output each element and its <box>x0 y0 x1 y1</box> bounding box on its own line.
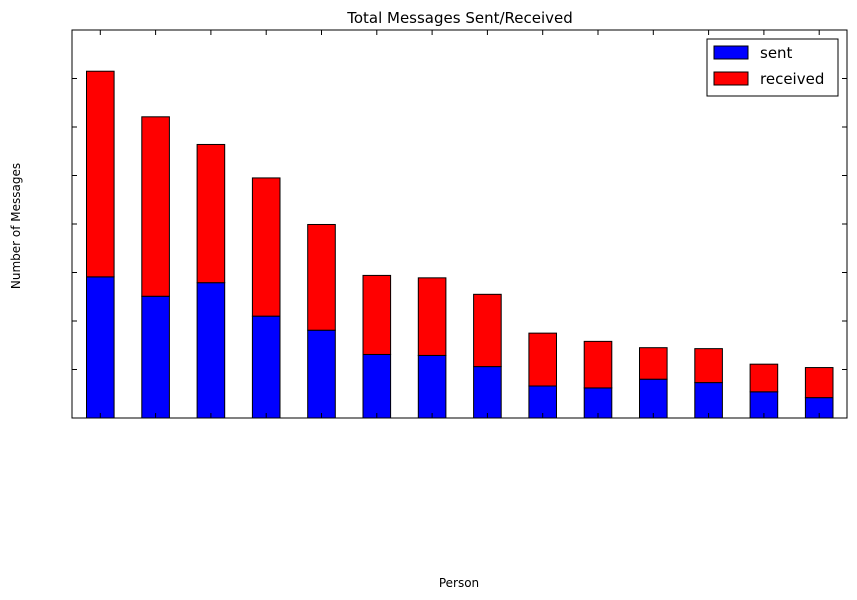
bar-received-13 <box>804 367 834 399</box>
bar-sent-2 <box>196 282 226 419</box>
plot-frame <box>71 29 848 419</box>
bar-received-3 <box>251 177 281 317</box>
bar-sent-1 <box>141 295 170 419</box>
legend: sent received <box>706 38 839 97</box>
bar-sent-11 <box>694 382 723 419</box>
bar-sent-9 <box>583 387 613 419</box>
bar-received-5 <box>362 274 392 355</box>
bar-sent-3 <box>251 315 281 419</box>
bar-received-1 <box>141 116 170 297</box>
bar-sent-6 <box>417 354 447 419</box>
bars-layer <box>86 70 834 419</box>
bar-sent-0 <box>86 276 115 419</box>
bar-sent-4 <box>307 329 336 419</box>
bar-sent-8 <box>528 385 558 419</box>
legend-label-sent: sent <box>760 44 793 62</box>
bar-sent-10 <box>639 378 668 419</box>
legend-swatch-received <box>713 71 749 86</box>
legend-swatch-sent <box>713 45 749 60</box>
bar-received-12 <box>749 363 779 393</box>
x-axis-label: Person <box>439 576 479 590</box>
bar-received-0 <box>86 70 115 278</box>
y-axis-label: Number of Messages <box>9 163 23 289</box>
bar-received-4 <box>307 223 336 331</box>
bar-received-9 <box>583 340 613 389</box>
bar-sent-5 <box>362 353 392 419</box>
bar-sent-7 <box>473 366 502 419</box>
bar-received-7 <box>473 293 502 368</box>
legend-label-received: received <box>760 70 824 88</box>
bar-received-10 <box>639 347 668 380</box>
bar-received-6 <box>417 277 447 356</box>
bar-received-2 <box>196 143 226 284</box>
bar-received-11 <box>694 348 723 384</box>
ticks-layer <box>72 30 847 418</box>
chart-title: Total Messages Sent/Received <box>346 9 573 27</box>
bar-received-8 <box>528 332 558 387</box>
